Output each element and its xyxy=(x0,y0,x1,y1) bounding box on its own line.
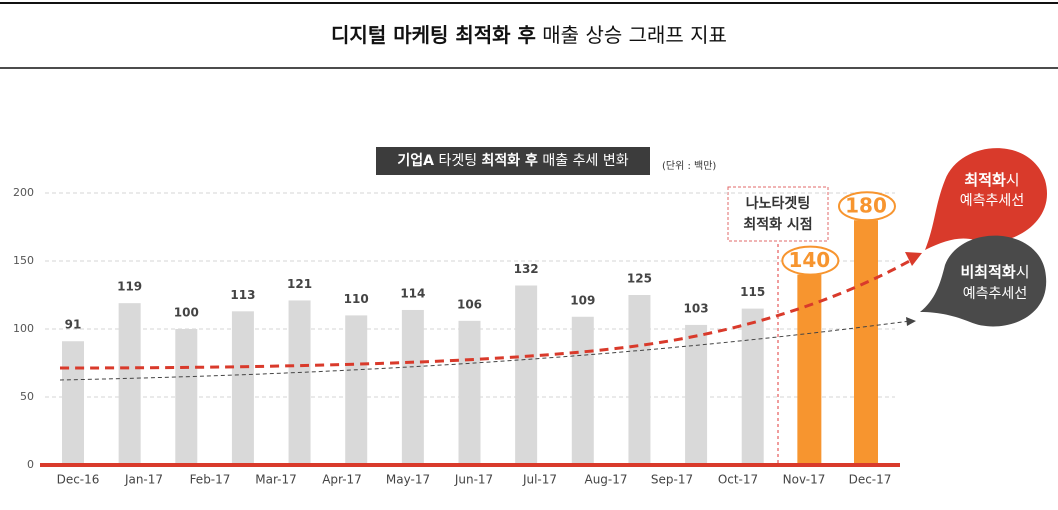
bubble-rest: 시 xyxy=(1016,263,1030,281)
annotation-box xyxy=(727,186,829,242)
bar xyxy=(175,329,198,465)
annotation: 최적화 시점 xyxy=(743,216,812,233)
bubble-text: 최적화시 xyxy=(964,171,1019,189)
bar xyxy=(685,324,708,465)
value-label: 121 xyxy=(287,277,312,291)
subtitle-part: 타겟팅 xyxy=(434,153,482,169)
arrow-head xyxy=(906,317,916,326)
bar xyxy=(797,274,822,465)
bubble-text: 예측추세선 xyxy=(960,193,1024,209)
value-label: 100 xyxy=(174,306,199,320)
bar xyxy=(741,308,764,465)
subtitle: 기업A 타겟팅 최적화 후 매출 추세 변화 xyxy=(397,152,628,169)
value-label: 119 xyxy=(117,280,142,294)
x-tick-label: Dec-17 xyxy=(849,473,892,487)
bar xyxy=(571,316,594,465)
value-label: 103 xyxy=(684,301,709,315)
bar xyxy=(458,320,481,465)
bubble-text: 비최적화시 xyxy=(960,263,1029,281)
bubble-optimized xyxy=(925,148,1048,250)
x-tick-label: Aug-17 xyxy=(584,473,627,487)
x-tick-label: Oct-17 xyxy=(718,473,758,487)
value-label: 125 xyxy=(627,272,652,286)
subtitle-part: 최적화 후 xyxy=(482,152,539,169)
subtitle-part: 기업A xyxy=(397,153,434,169)
value-label: 132 xyxy=(514,262,539,276)
y-tick-label: 50 xyxy=(20,390,34,403)
value-label: 114 xyxy=(400,286,425,300)
unit: (단위 : 백만) xyxy=(662,159,716,172)
subtitle-part: 매출 추세 변화 xyxy=(538,153,629,169)
x-tick-label: Dec-16 xyxy=(57,473,100,487)
x-tick-label: Jan-17 xyxy=(124,473,163,487)
bar xyxy=(854,220,878,465)
title-rest: 매출 상승 그래프 지표 xyxy=(542,23,727,47)
y-tick-label: 200 xyxy=(13,186,34,199)
value-label: 110 xyxy=(344,292,369,306)
x-tick-label: Feb-17 xyxy=(190,473,231,487)
bubble-bold: 비최적화 xyxy=(960,263,1015,281)
x-tick-label: Jul-17 xyxy=(522,473,557,487)
bar xyxy=(628,295,651,465)
value-label: 113 xyxy=(230,288,255,302)
arrow-head xyxy=(905,252,922,266)
value-label: 140 xyxy=(788,248,830,272)
x-tick-label: Jun-17 xyxy=(454,473,493,487)
bubble-non-optimized xyxy=(920,235,1047,327)
annotation: 나노타겟팅 xyxy=(746,195,810,212)
bar xyxy=(118,303,141,465)
y-tick-label: 0 xyxy=(27,458,34,471)
label-circle xyxy=(838,191,896,222)
value-label: 109 xyxy=(570,293,595,307)
plot: 0 50 100 150 200 Dec-16 Jan-17 Feb-17 Mar-17 Apr-… xyxy=(13,186,900,487)
value-label: 180 xyxy=(845,194,887,218)
bar xyxy=(401,309,424,465)
value-label: 91 xyxy=(65,318,82,332)
trend-optimized xyxy=(59,256,916,370)
bubble-bold: 최적화 xyxy=(964,171,1006,189)
bar xyxy=(62,341,84,465)
title-bold: 디지털 마케팅 최적화 후 xyxy=(331,23,536,47)
chart-title: 디지털 마케팅 최적화 후 매출 상승 그래프 지표 xyxy=(331,23,727,47)
bubble-text: 예측추세선 xyxy=(963,286,1027,302)
bar xyxy=(515,285,538,465)
label-circle xyxy=(781,245,840,276)
bar xyxy=(288,300,311,465)
bubble-rest: 시 xyxy=(1006,171,1020,189)
bar xyxy=(345,315,368,465)
x-tick-label: Mar-17 xyxy=(255,473,296,487)
x-tick-label: May-17 xyxy=(386,473,430,487)
x-tick-label: Sep-17 xyxy=(651,473,693,487)
subtitle-box xyxy=(376,147,650,175)
x-tick-label: Nov-17 xyxy=(783,473,826,487)
bar xyxy=(231,311,254,465)
y-tick-label: 150 xyxy=(13,254,34,267)
value-label: 106 xyxy=(457,297,482,311)
x-tick-label: Apr-17 xyxy=(322,473,362,487)
trend-non-optimized xyxy=(59,320,911,381)
value-label: 115 xyxy=(740,285,765,299)
y-tick-label: 100 xyxy=(13,322,34,335)
